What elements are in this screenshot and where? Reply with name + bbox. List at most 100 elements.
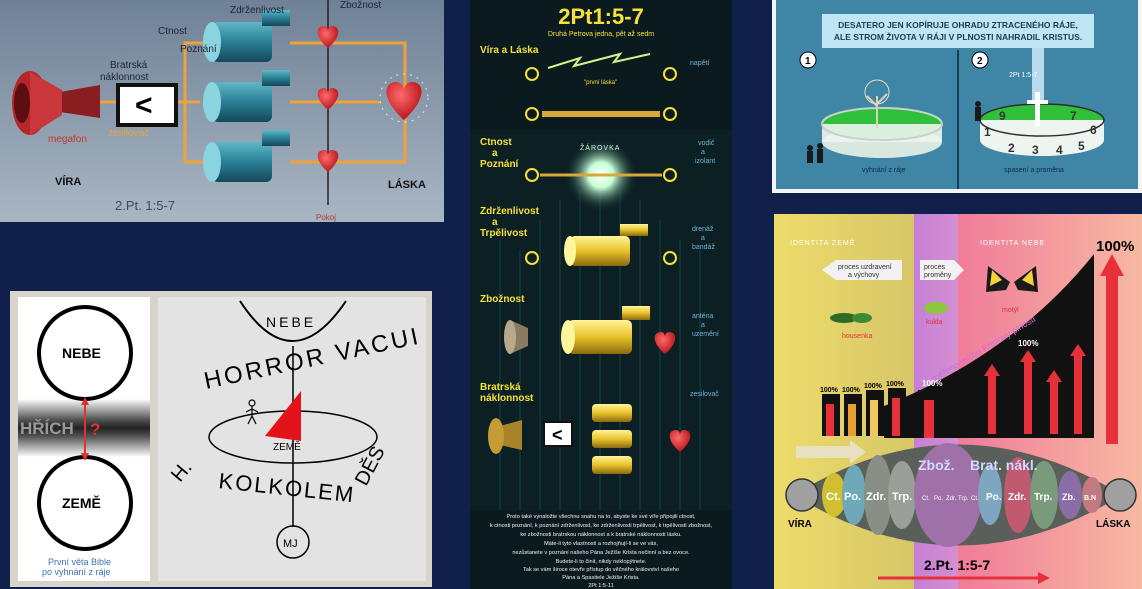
housenka-label: housenka	[842, 333, 872, 340]
identity-panel: IDENTITA ZEMĚ IDENTITA NEBE proces uzdra…	[774, 214, 1142, 589]
sketch-nebe: NEBE	[266, 314, 316, 330]
zeme-label: ZEMĚ	[62, 494, 101, 511]
right-letter-1: Ct.	[971, 496, 979, 502]
s4-right-b: a	[701, 322, 705, 329]
mj-circle	[276, 525, 310, 559]
circuit-panel: megafon < Bratrská náklonnost zesilovač …	[0, 0, 444, 222]
laska-label: LÁSKA	[388, 178, 426, 191]
eye-colored-sections	[822, 443, 1102, 547]
svg-text:2Pt 1:5-11: 2Pt 1:5-11	[588, 583, 613, 589]
s5-label-b: náklonnost	[480, 393, 534, 404]
svg-text:3: 3	[1032, 143, 1039, 157]
svg-text:ke zbožnosti bratrskou náklonn: ke zbožnosti bratrskou náklonnost a k br…	[520, 532, 682, 538]
people-icon	[807, 143, 823, 163]
cylinder-top	[203, 10, 290, 62]
s3-right-b: a	[701, 235, 705, 242]
caption-line2: po vyhnání z ráje	[42, 567, 111, 577]
mid-letter-1: Ct.	[922, 496, 930, 502]
heart-icons	[317, 26, 422, 172]
kukla-label: kukla	[926, 319, 942, 326]
s1-label: Víra a Láska	[480, 45, 539, 56]
vira-sphere	[785, 478, 819, 512]
identita-nebe: IDENTITA NEBE	[980, 240, 1045, 247]
s2-label-c: Poznání	[480, 159, 520, 170]
stick-figure-icon	[245, 399, 259, 425]
poster-amplifier	[543, 421, 573, 447]
pct-big: 100%	[1096, 238, 1134, 255]
left-bars	[822, 388, 944, 438]
ctnost-label: Ctnost	[158, 26, 187, 37]
paradise-panel: DESATERO JEN KOPÍRUJE OHRADU ZTRACENÉHO …	[772, 0, 1142, 193]
motyl-label: motýl	[1002, 307, 1019, 314]
s4-right-c: uzemění	[692, 331, 719, 338]
red-flag	[265, 391, 301, 441]
banner-line2: ALE STROM ŽIVOTA V RÁJI V PLNOSTI NAHRAD…	[834, 31, 1082, 42]
s4-right-a: anténa	[692, 313, 714, 320]
proces2-b: proměny	[924, 272, 952, 279]
poster-amp-symbol: <	[552, 425, 563, 445]
rising-arrows	[984, 344, 1086, 434]
naklonnost-label: náklonnost	[100, 72, 149, 83]
process2-arrow	[920, 260, 964, 280]
horror-diagram: NEBE ZEMĚ HŘÍCH ? První věta Bible po vy…	[10, 291, 432, 587]
s2-right-c: izolant	[695, 158, 715, 165]
question-mark: ?	[90, 420, 100, 439]
scene2-reference: 2Pt 1:5-7	[1009, 72, 1038, 79]
paradise-diagram: DESATERO JEN KOPÍRUJE OHRADU ZTRACENÉHO …	[772, 0, 1142, 193]
svg-text:6: 6	[1090, 123, 1097, 137]
laska-sphere	[1103, 478, 1137, 512]
scene1-caption: vyhnání z ráje	[862, 167, 906, 174]
vira-label: VÍRA	[55, 175, 81, 188]
poster-panel: 2Pt1:5-7 Druhá Petrova jedna, pět až sed…	[470, 0, 732, 589]
s5-right: zesilovač	[690, 391, 719, 398]
yellow-cylinder-1	[564, 224, 648, 266]
s3-right-c: bandáž	[692, 244, 715, 251]
svg-text:Pána a Spasitele Ježíše Krista: Pána a Spasitele Ježíše Krista.	[562, 575, 640, 581]
brat-label: Brat. nákl.	[970, 457, 1038, 473]
butterfly-icon	[986, 266, 1038, 292]
right-letter-2: Po.	[986, 492, 1002, 503]
big-up-arrow	[1100, 254, 1124, 276]
s3-label-b: a	[492, 217, 498, 228]
horizontal-arrow	[796, 440, 866, 464]
poster-title: 2Pt1:5-7	[558, 4, 644, 29]
circuit-reference: 2.Pt. 1:5-7	[115, 198, 175, 213]
megafon-label: megafon	[48, 134, 87, 145]
svg-text:nezůstanete v poznání našeho P: nezůstanete v poznání našeho Pána Ježíše…	[512, 549, 690, 556]
s2-right-a: vodič	[698, 140, 715, 147]
amplifier-box	[116, 83, 178, 127]
svg-text:7: 7	[1070, 109, 1077, 123]
svg-text:1: 1	[984, 125, 991, 139]
right-letter-5: Zb.	[1062, 492, 1076, 502]
mid-letter-4: Trp.	[958, 496, 969, 502]
pct-small-4: 100%	[886, 381, 905, 388]
proces2-a: proces	[924, 264, 946, 271]
sketch-mj: MJ	[283, 538, 298, 550]
identity-laska: LÁSKA	[1096, 517, 1130, 530]
zesilovac-label: zesilovač	[108, 128, 149, 139]
antenna-horn-icon	[504, 320, 528, 354]
s1-mid: "první láska"	[584, 80, 617, 86]
process1-arrow	[822, 260, 902, 280]
identita-zeme: IDENTITA ZEMĚ	[790, 238, 855, 247]
scene2-number: 2	[977, 56, 983, 67]
svg-text:Proto také vynaložte všechnu s: Proto také vynaložte všechnu snahu na to…	[506, 514, 695, 520]
svg-text:4: 4	[1056, 143, 1063, 157]
right-letter-6: B.N	[1084, 495, 1096, 502]
cylinder-middle	[203, 70, 290, 122]
pupa-icon	[924, 302, 948, 314]
paradise-banner	[822, 14, 1094, 48]
s3-right-a: drenáž	[692, 226, 714, 233]
identity-diagram: IDENTITA ZEMĚ IDENTITA NEBE proces uzdra…	[774, 214, 1142, 589]
s2-label-a: Ctnost	[480, 137, 512, 148]
pct-small-2: 100%	[842, 387, 861, 394]
zboz-label: Zbož.	[918, 457, 955, 473]
spark-icon	[547, 52, 651, 69]
bare-tree-icon	[864, 79, 890, 128]
proces1-a: proces uzdravení	[838, 264, 892, 271]
svg-text:Tak se vám široce otevře příst: Tak se vám široce otevře přístup do věčn…	[523, 567, 679, 573]
poster-subtitle: Druhá Petrova jedna, pět až sedm	[548, 31, 654, 38]
nebe-label: NEBE	[62, 345, 101, 361]
cross-figure-icon	[1027, 92, 1048, 126]
left-letter-4: Trp.	[892, 491, 912, 503]
